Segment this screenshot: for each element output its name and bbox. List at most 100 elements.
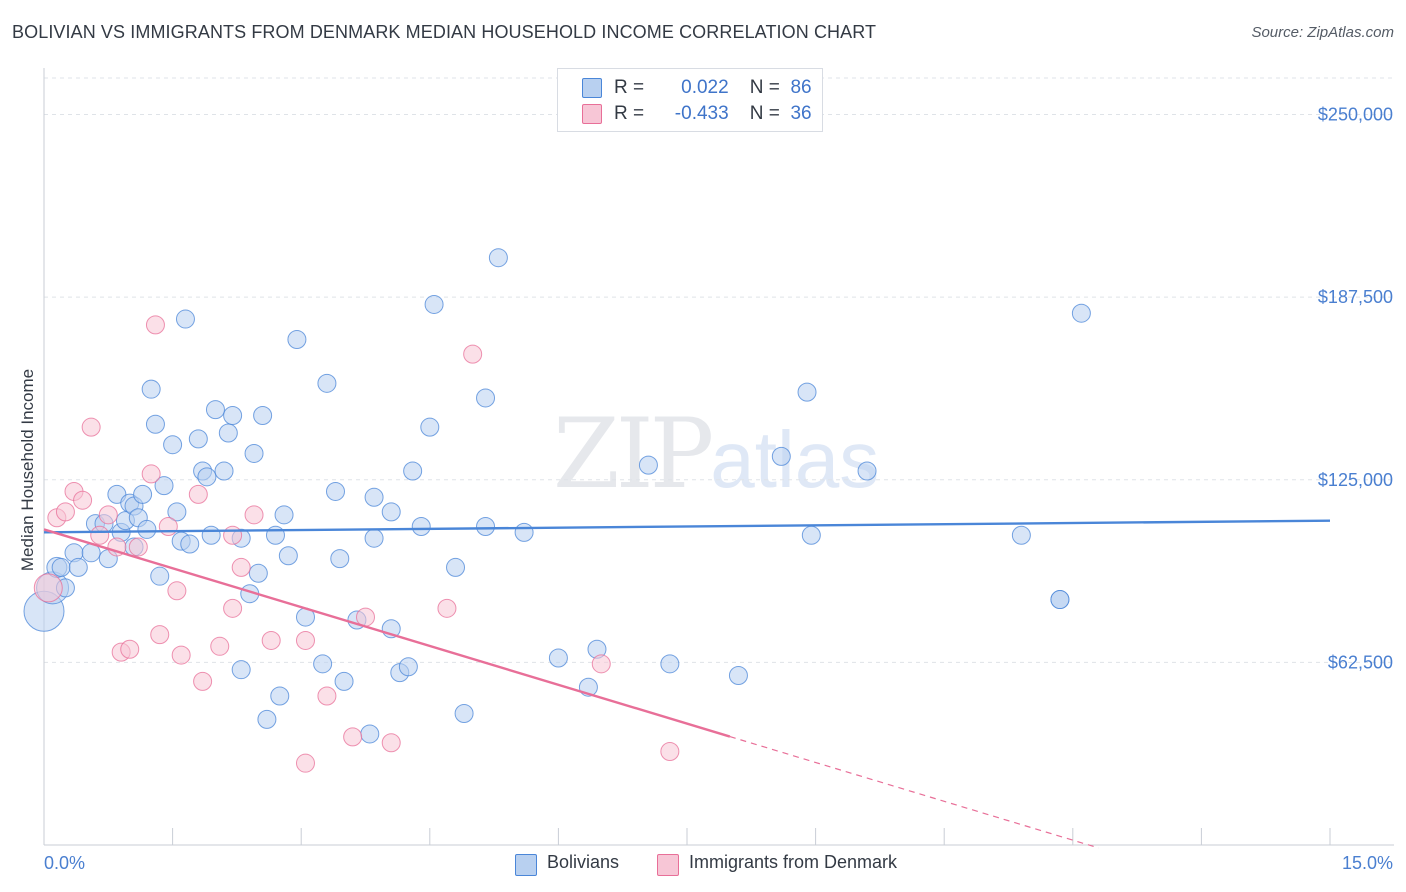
bottom-legend-swatch-blue — [515, 854, 537, 876]
bolivian-point — [446, 557, 466, 577]
bolivian-point — [218, 423, 238, 443]
bottom-legend-label-bolivians: Bolivians — [547, 852, 620, 872]
bolivian-point — [381, 502, 401, 522]
bolivian-point — [270, 686, 290, 706]
bolivian-point — [51, 557, 71, 577]
y-tick-label: $125,000 — [1318, 470, 1393, 490]
bolivian-point — [364, 487, 384, 507]
bolivian-point — [1050, 590, 1070, 610]
bolivian-point — [488, 248, 508, 268]
denmark-point — [120, 639, 140, 659]
denmark-trend-extension — [729, 736, 1099, 849]
bolivian-point — [660, 654, 680, 674]
denmark-point — [145, 315, 165, 335]
bolivian-point — [141, 379, 161, 399]
denmark-point — [231, 557, 251, 577]
bolivian-point — [403, 461, 423, 481]
legend-n-value: 36 — [790, 103, 812, 124]
bolivian-point — [454, 704, 474, 724]
bolivian-point — [287, 330, 307, 350]
denmark-point — [295, 630, 315, 650]
bolivian-point — [325, 481, 345, 501]
denmark-point — [437, 598, 457, 618]
denmark-point — [261, 630, 281, 650]
bolivian-point — [857, 461, 877, 481]
watermark-zip: ZIP — [553, 398, 714, 510]
x-tick-label: 0.0% — [44, 853, 85, 873]
bolivian-trend-line — [43, 519, 1331, 534]
denmark-point — [33, 573, 63, 603]
bolivian-point — [317, 373, 337, 393]
bolivian-point — [411, 517, 431, 537]
x-tick-label: 15.0% — [1342, 853, 1393, 873]
denmark-point — [317, 686, 337, 706]
bolivian-point — [548, 648, 568, 668]
bolivian-point — [68, 557, 88, 577]
legend-r-value: -0.433 — [674, 103, 729, 124]
denmark-point — [591, 654, 611, 674]
bolivian-point — [278, 546, 298, 566]
legend-r-label: R = — [614, 77, 645, 98]
legend-r-value: 0.022 — [681, 77, 729, 98]
y-tick-label: $250,000 — [1318, 105, 1393, 125]
denmark-point — [171, 645, 191, 665]
legend-n-value: 86 — [790, 77, 812, 98]
bolivian-point — [398, 657, 418, 677]
legend: R = 0.022 N = 86 R = -0.433 N = 36 — [557, 68, 823, 132]
bolivian-point — [145, 414, 165, 434]
bolivian-point — [163, 435, 183, 455]
source-label: Source: ZipAtlas.com — [1251, 24, 1394, 41]
bolivian-point — [244, 443, 264, 463]
y-tick-label: $187,500 — [1318, 287, 1393, 307]
denmark-point — [295, 753, 315, 773]
bolivian-point — [313, 654, 333, 674]
denmark-point — [128, 537, 148, 557]
denmark-point — [193, 671, 213, 691]
bolivian-point — [201, 525, 221, 545]
denmark-point — [463, 344, 483, 364]
bolivian-point — [205, 400, 225, 420]
denmark-point — [223, 598, 243, 618]
denmark-trend-line — [43, 528, 731, 738]
bolivian-point — [797, 382, 817, 402]
legend-n-label: N = — [749, 103, 780, 124]
bolivian-point — [514, 522, 534, 542]
denmark-point — [158, 517, 178, 537]
watermark: ZIPatlas — [553, 398, 879, 510]
denmark-point — [381, 733, 401, 753]
denmark-point — [660, 741, 680, 761]
bolivian-point — [771, 446, 791, 466]
bolivian-point — [154, 476, 174, 496]
denmark-point — [73, 490, 93, 510]
legend-r-label: R = — [614, 103, 645, 124]
bolivian-point — [330, 549, 350, 569]
bolivian-point — [274, 505, 294, 525]
legend-swatch-blue — [582, 78, 602, 98]
legend-n-label: N = — [749, 77, 780, 98]
denmark-point — [90, 525, 110, 545]
bolivian-point — [167, 502, 187, 522]
y-tick-label: $62,500 — [1328, 652, 1393, 672]
legend-swatch-pink — [582, 104, 602, 124]
denmark-point — [244, 505, 264, 525]
bolivian-point — [248, 563, 268, 583]
denmark-point — [343, 727, 363, 747]
watermark-atlas: atlas — [710, 415, 880, 504]
bolivian-point — [197, 467, 217, 487]
bolivian-point — [334, 671, 354, 691]
bolivian-point — [1071, 303, 1091, 323]
bolivian-point — [137, 519, 157, 539]
bolivian-point — [214, 461, 234, 481]
denmark-point — [210, 636, 230, 656]
denmark-point — [223, 525, 243, 545]
bolivian-point — [476, 517, 496, 537]
bolivian-point — [257, 709, 277, 729]
bolivian-point — [265, 525, 285, 545]
denmark-point — [141, 464, 161, 484]
bolivian-point — [133, 484, 153, 504]
chart-title: BOLIVIAN VS IMMIGRANTS FROM DENMARK MEDI… — [12, 22, 877, 42]
denmark-point — [167, 581, 187, 601]
bolivian-point — [364, 528, 384, 548]
denmark-point — [81, 417, 101, 437]
bolivian-point — [231, 660, 251, 680]
